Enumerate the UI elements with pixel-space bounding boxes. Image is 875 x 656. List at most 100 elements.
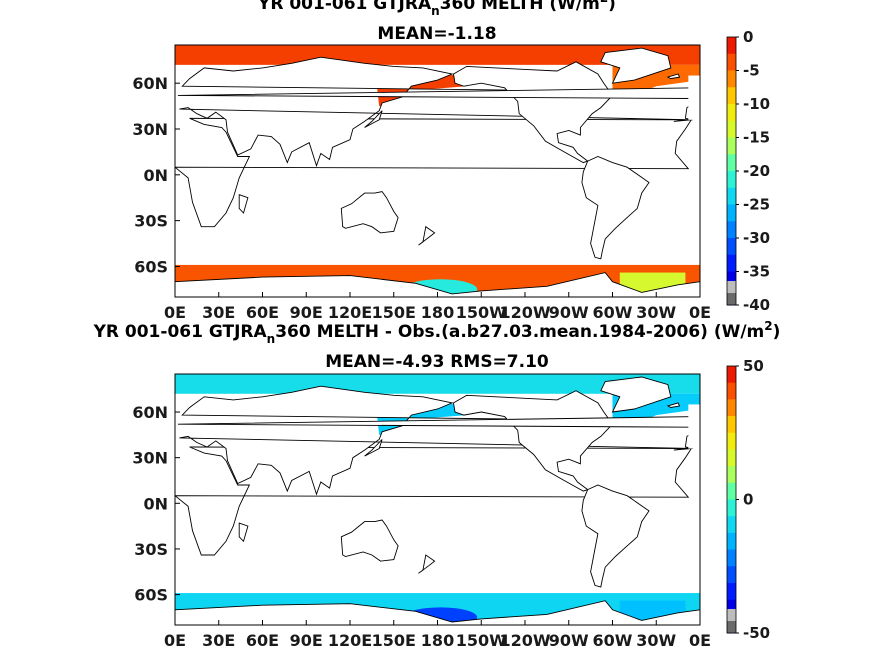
coastline-5 (340, 519, 399, 562)
colorbar-segment (727, 271, 736, 289)
x-tick-label: 60E (246, 631, 279, 650)
colorbar-tick-label: -15 (743, 129, 770, 147)
x-tick-label: 150E (372, 631, 416, 650)
coastline-europe-wrap (688, 404, 700, 449)
map-field (175, 45, 700, 297)
colorbar-tick-label: -10 (743, 95, 770, 113)
colorbar-tick-label: 50 (743, 357, 764, 375)
panel-bottom: YR 001-061 GTJRAn360 MELTH - Obs.(a.b27.… (93, 319, 781, 650)
colorbar-segment (727, 416, 736, 434)
colorbar-segment (727, 37, 736, 55)
coastline-4 (581, 484, 650, 588)
x-tick-label: 180 (421, 303, 454, 322)
colorbar-undershoot (727, 281, 736, 293)
x-tick-label: 150W (456, 631, 507, 650)
colorbar-tick-label: -30 (743, 229, 770, 247)
y-tick-label: 30N (132, 449, 168, 468)
colorbar-segment (727, 70, 736, 88)
map-field (175, 374, 700, 625)
panel-top: YR 001-061 GTJRAn360 MELTH (W/m2) MEAN=-… (132, 0, 770, 322)
coastline-5 (340, 191, 399, 234)
colorbar-segment (727, 382, 736, 400)
colorbar-top: 0 -5 -10 -15 -20 -25 -30 -35 -40 (726, 28, 770, 314)
coastline-1 (179, 56, 698, 168)
coastline-11 (666, 73, 681, 80)
colorbar-segment (727, 582, 736, 601)
coastline-11 (666, 402, 681, 408)
colorbar-segment (727, 499, 736, 517)
colorbar-segment (727, 171, 736, 189)
x-tick-label: 90E (290, 631, 323, 650)
colorbar-segment (727, 432, 736, 450)
colorbar-segment (727, 532, 736, 551)
colorbar-segment (727, 104, 736, 122)
x-tick-label: 0E (164, 303, 186, 322)
coastline-4 (581, 156, 650, 260)
colorbar-segment (727, 399, 736, 417)
colorbar-segment (727, 187, 736, 205)
coastline-3 (600, 47, 672, 84)
x-tick-label: 60W (593, 303, 633, 322)
coastline-10 (418, 554, 436, 574)
coastline-9 (238, 522, 249, 543)
colorbar-tick-label: -40 (743, 296, 770, 314)
coastline-6 (175, 600, 700, 625)
x-tick-label: 0E (689, 631, 711, 650)
x-tick-label: 60E (246, 303, 279, 322)
colorbar-missing (727, 621, 736, 633)
colorbar-segment (727, 516, 736, 534)
colorbar-undershoot (727, 609, 736, 621)
x-tick-label: 60W (593, 631, 633, 650)
x-tick-label: 180 (421, 631, 454, 650)
colorbar-tick-label: 0 (743, 491, 753, 509)
colorbar-segment (727, 137, 736, 155)
panel-top-title: YR 001-061 GTJRAn360 MELTH (W/m2) (257, 0, 616, 18)
colorbar-segment (727, 238, 736, 256)
colorbar-segment (727, 87, 736, 105)
y-tick-label: 0N (143, 166, 168, 185)
x-tick-label: 120W (499, 303, 550, 322)
y-tick-label: 60S (134, 586, 168, 605)
coastline-3 (600, 376, 672, 413)
colorbar-bottom: 50 0 -50 (726, 357, 770, 642)
y-tick-label: 30S (134, 540, 168, 559)
colorbar-segment (727, 549, 736, 567)
coastline-10 (418, 225, 436, 246)
coastline-6 (175, 272, 700, 297)
x-tick-label: 120W (499, 631, 550, 650)
colorbar-tick-label: -50 (743, 624, 770, 642)
coastline-7 (364, 439, 383, 457)
x-tick-label: 30W (636, 631, 676, 650)
coastline-7 (364, 110, 383, 128)
colorbar-segment (727, 566, 736, 584)
x-tick-label: 90W (549, 303, 589, 322)
colorbar-segment (727, 599, 736, 617)
x-tick-label: 30E (202, 631, 235, 650)
coastline-1 (179, 385, 698, 496)
x-tick-label: 120E (328, 631, 372, 650)
x-tick-label: 150E (372, 303, 416, 322)
x-tick-label: 120E (328, 303, 372, 322)
coastline-2 (453, 61, 614, 164)
x-tick-label: 0E (164, 631, 186, 650)
coastline-2 (453, 390, 614, 492)
colorbar-tick-label: -25 (743, 196, 770, 214)
x-tick-label: 30E (202, 303, 235, 322)
y-tick-label: 60N (132, 403, 168, 422)
panel-bottom-title: YR 001-061 GTJRAn360 MELTH - Obs.(a.b27.… (93, 319, 781, 346)
colorbar-tick-label: 0 (743, 28, 753, 46)
coastline-9 (238, 194, 249, 214)
coastline-europe-wrap (688, 75, 700, 120)
panel-top-subtitle: MEAN=-1.18 (377, 24, 496, 44)
x-tick-label: 90E (290, 303, 323, 322)
colorbar-tick-label: -5 (743, 62, 760, 80)
x-tick-label: 30W (636, 303, 676, 322)
y-tick-label: 30N (132, 120, 168, 139)
colorbar-segment (727, 482, 736, 500)
colorbar-tick-label: -35 (743, 263, 770, 281)
x-tick-label: 150W (456, 303, 507, 322)
y-tick-label: 60S (134, 257, 168, 276)
